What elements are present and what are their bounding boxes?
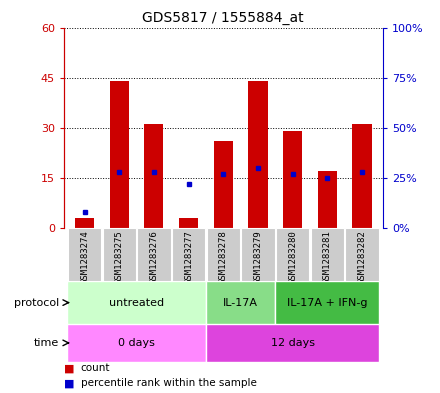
Bar [179,218,198,228]
Text: GSM1283275: GSM1283275 [115,230,124,284]
Text: protocol: protocol [14,298,59,308]
Bar [275,281,379,324]
Text: percentile rank within the sample: percentile rank within the sample [81,378,257,388]
Text: GSM1283280: GSM1283280 [288,230,297,284]
Bar [318,171,337,228]
FancyBboxPatch shape [345,228,379,281]
Bar [206,281,275,324]
Text: GSM1283274: GSM1283274 [80,230,89,284]
Bar [214,141,233,228]
Bar [283,131,302,228]
Text: GSM1283278: GSM1283278 [219,230,228,284]
Text: ■: ■ [64,378,74,388]
Text: GSM1283277: GSM1283277 [184,230,193,284]
Bar [144,124,164,228]
Text: IL-17A + IFN-g: IL-17A + IFN-g [287,298,367,308]
Text: IL-17A: IL-17A [223,298,258,308]
Text: time: time [34,338,59,348]
Text: 0 days: 0 days [118,338,155,348]
Text: untreated: untreated [109,298,164,308]
FancyBboxPatch shape [68,228,101,281]
Text: ■: ■ [64,363,74,373]
Bar [67,324,206,362]
FancyBboxPatch shape [241,228,275,281]
Text: 12 days: 12 days [271,338,315,348]
Text: count: count [81,363,110,373]
Bar [249,81,268,228]
Bar [352,124,371,228]
FancyBboxPatch shape [276,228,309,281]
Title: GDS5817 / 1555884_at: GDS5817 / 1555884_at [143,11,304,25]
FancyBboxPatch shape [137,228,171,281]
Text: GSM1283276: GSM1283276 [150,230,158,284]
FancyBboxPatch shape [172,228,205,281]
Text: GSM1283282: GSM1283282 [357,230,367,284]
Bar [67,281,206,324]
Text: GSM1283279: GSM1283279 [253,230,263,284]
Text: GSM1283281: GSM1283281 [323,230,332,284]
FancyBboxPatch shape [207,228,240,281]
Bar [75,218,94,228]
Bar [110,81,129,228]
Bar [206,324,379,362]
FancyBboxPatch shape [311,228,344,281]
FancyBboxPatch shape [103,228,136,281]
